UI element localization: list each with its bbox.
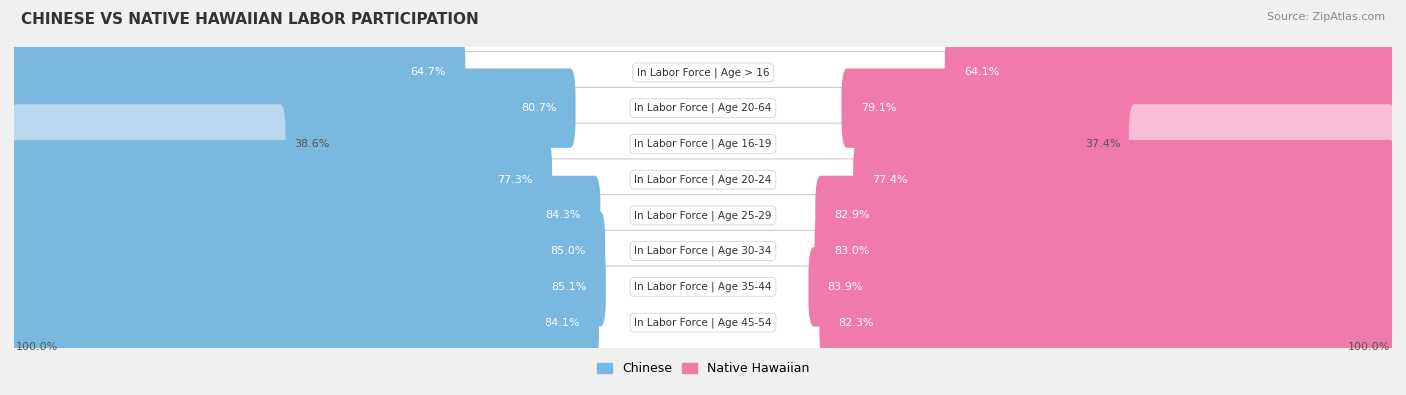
Text: 64.7%: 64.7% — [411, 68, 446, 77]
Text: CHINESE VS NATIVE HAWAIIAN LABOR PARTICIPATION: CHINESE VS NATIVE HAWAIIAN LABOR PARTICI… — [21, 12, 479, 27]
Text: In Labor Force | Age > 16: In Labor Force | Age > 16 — [637, 67, 769, 78]
FancyBboxPatch shape — [1129, 104, 1395, 184]
FancyBboxPatch shape — [8, 16, 1398, 129]
Text: 83.9%: 83.9% — [828, 282, 863, 292]
Text: 84.1%: 84.1% — [544, 318, 579, 327]
FancyBboxPatch shape — [11, 68, 575, 148]
Text: 83.0%: 83.0% — [834, 246, 869, 256]
Text: In Labor Force | Age 45-54: In Labor Force | Age 45-54 — [634, 317, 772, 328]
Text: 85.1%: 85.1% — [551, 282, 586, 292]
FancyBboxPatch shape — [815, 176, 1395, 255]
Text: 64.1%: 64.1% — [965, 68, 1000, 77]
Legend: Chinese, Native Hawaiian: Chinese, Native Hawaiian — [592, 357, 814, 380]
FancyBboxPatch shape — [945, 33, 1395, 112]
FancyBboxPatch shape — [11, 247, 606, 327]
Text: In Labor Force | Age 20-64: In Labor Force | Age 20-64 — [634, 103, 772, 113]
Text: 82.9%: 82.9% — [835, 211, 870, 220]
FancyBboxPatch shape — [8, 230, 1398, 343]
Text: 100.0%: 100.0% — [15, 342, 59, 352]
Text: 85.0%: 85.0% — [551, 246, 586, 256]
FancyBboxPatch shape — [814, 211, 1395, 291]
Text: 77.3%: 77.3% — [498, 175, 533, 184]
FancyBboxPatch shape — [11, 104, 285, 184]
Text: 79.1%: 79.1% — [860, 103, 896, 113]
FancyBboxPatch shape — [8, 87, 1398, 200]
Text: 100.0%: 100.0% — [1347, 342, 1391, 352]
FancyBboxPatch shape — [8, 195, 1398, 308]
FancyBboxPatch shape — [8, 123, 1398, 236]
FancyBboxPatch shape — [853, 140, 1395, 219]
FancyBboxPatch shape — [808, 247, 1395, 327]
FancyBboxPatch shape — [820, 283, 1395, 362]
FancyBboxPatch shape — [8, 266, 1398, 379]
FancyBboxPatch shape — [11, 283, 599, 362]
Text: 77.4%: 77.4% — [873, 175, 908, 184]
FancyBboxPatch shape — [841, 68, 1395, 148]
Text: 84.3%: 84.3% — [546, 211, 581, 220]
Text: In Labor Force | Age 16-19: In Labor Force | Age 16-19 — [634, 139, 772, 149]
FancyBboxPatch shape — [8, 159, 1398, 272]
Text: 38.6%: 38.6% — [294, 139, 329, 149]
Text: In Labor Force | Age 25-29: In Labor Force | Age 25-29 — [634, 210, 772, 221]
FancyBboxPatch shape — [8, 52, 1398, 165]
Text: 82.3%: 82.3% — [839, 318, 875, 327]
Text: In Labor Force | Age 35-44: In Labor Force | Age 35-44 — [634, 282, 772, 292]
FancyBboxPatch shape — [11, 211, 605, 291]
FancyBboxPatch shape — [11, 140, 553, 219]
Text: In Labor Force | Age 20-24: In Labor Force | Age 20-24 — [634, 174, 772, 185]
Text: In Labor Force | Age 30-34: In Labor Force | Age 30-34 — [634, 246, 772, 256]
Text: 37.4%: 37.4% — [1085, 139, 1121, 149]
Text: Source: ZipAtlas.com: Source: ZipAtlas.com — [1267, 12, 1385, 22]
FancyBboxPatch shape — [11, 176, 600, 255]
FancyBboxPatch shape — [11, 33, 465, 112]
Text: 80.7%: 80.7% — [520, 103, 557, 113]
